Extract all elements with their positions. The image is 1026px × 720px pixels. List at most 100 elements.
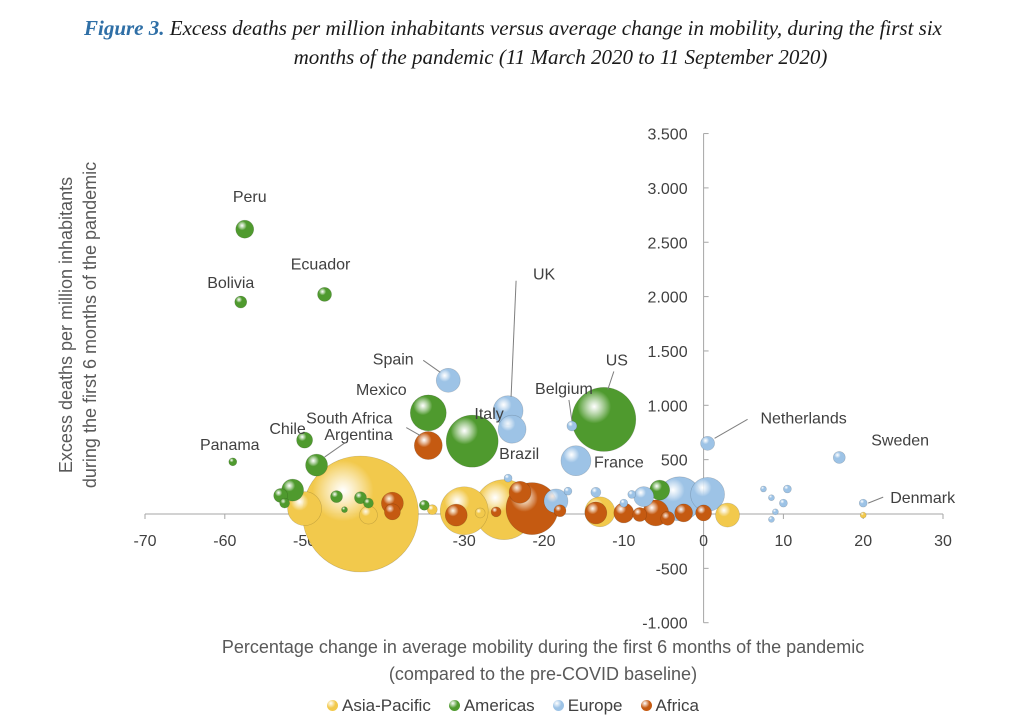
europe-bubble-italy [497,414,527,444]
figure-title-line2: months of the pandemic (11 March 2020 to… [293,45,828,69]
y-tick-label: 1.000 [648,398,688,415]
europe-bubble [633,486,655,507]
europe-bubble [768,494,775,501]
leader-line-uk [510,280,517,397]
y-axis-title-line2: during the first 6 months of the pandemi… [80,162,100,488]
europe-bubble-netherlands [700,436,715,451]
x-tick-label: -10 [612,533,635,550]
africa-bubble [695,504,712,522]
x-tick-label: 30 [934,533,952,550]
leader-line-spain [422,359,441,373]
legend-item: Europe [552,696,623,716]
x-tick-label: -20 [532,533,555,550]
chart-legend: Asia-Pacific Americas Europe Africa [0,696,1026,716]
asia-pacific-bubble [359,505,378,525]
country-label-france: France [594,455,644,472]
y-tick-label: 3.500 [648,127,688,144]
asia-pacific-bubble [426,504,438,515]
legend-dot-icon [448,700,460,711]
americas-bubble-bolivia [234,295,248,309]
africa-bubble [660,511,675,526]
americas-bubble-mexico [409,394,447,432]
country-label-spain: Spain [373,351,414,368]
y-tick-label: -500 [656,561,688,578]
country-label-peru: Peru [233,189,267,206]
africa-bubble-south-africa [413,431,443,460]
americas-bubble-ecuador [317,287,332,302]
y-tick-label: 2.500 [648,235,688,252]
europe-bubble [783,484,792,494]
europe-bubble [563,486,573,496]
americas-bubble [354,491,367,504]
europe-bubble-sweden [832,451,846,464]
africa-bubble [584,501,608,525]
y-tick-label: 3.000 [648,181,688,198]
chart-axes: -70-60-50-40-30-20-100102030-1.000-50050… [133,127,952,633]
europe-bubble-belgium [566,420,578,432]
africa-bubble [384,503,401,521]
africa-bubble [674,503,693,523]
bubble-layer [228,219,868,573]
asia-pacific-bubble [859,511,867,519]
africa-bubble [444,503,468,527]
legend-dot-icon [552,700,564,711]
africa-bubble [632,507,648,522]
country-label-argentina: Argentina [324,427,393,444]
asia-pacific-bubble [474,507,486,519]
leader-line-south-africa [406,427,421,436]
americas-bubble-panama [228,457,238,467]
europe-bubble [760,485,767,493]
leader-line-denmark [868,496,884,504]
europe-bubble [627,490,637,499]
legend-dot-icon [640,700,652,711]
x-tick-label: -30 [453,533,476,550]
americas-bubble [279,497,290,509]
americas-bubble [330,490,343,503]
europe-bubble [779,498,788,508]
leader-line-argentina [324,442,345,458]
y-axis-title-line1: Excess deaths per million inhabitants [56,177,76,473]
country-label-panama: Panama [200,437,260,454]
leader-line-us [607,371,615,390]
y-tick-label: 1.500 [648,344,688,361]
europe-bubble [503,473,513,483]
legend-item: Asia-Pacific [327,696,431,716]
x-tick-label: 10 [775,533,793,550]
africa-bubble [490,506,502,518]
leader-line-netherlands [714,418,748,439]
figure-title-line1: Excess deaths per million inhabitants ve… [169,16,942,40]
europe-bubble [772,508,779,516]
americas-bubble [363,497,374,509]
x-tick-label: 20 [854,533,872,550]
country-label-ecuador: Ecuador [291,256,351,273]
country-label-uk: UK [533,267,556,284]
americas-bubble [341,506,348,513]
legend-item: Africa [640,696,699,716]
europe-bubble [619,498,629,508]
country-label-us: US [606,352,628,369]
country-label-bolivia: Bolivia [207,275,254,292]
europe-bubble-spain [435,367,461,393]
legend-item: Americas [448,696,535,716]
country-label-netherlands: Netherlands [760,410,846,427]
americas-bubble-peru [235,219,255,239]
x-axis-title-line1: Percentage change in average mobility du… [222,637,864,657]
country-label-italy: Italy [474,406,503,423]
legend-dot-icon [327,700,339,711]
asia-pacific-bubble [715,502,740,528]
legend-label: Americas [463,696,535,715]
x-tick-label: 0 [699,533,708,550]
x-tick-label: -60 [213,533,236,550]
country-label-brazil: Brazil [499,446,539,463]
country-label-south-africa: South Africa [306,411,392,428]
label-layer: Peru Ecuador Bolivia Panama Chile Argentina Me… [200,189,956,507]
y-tick-label: 2.000 [648,290,688,307]
americas-bubble [418,500,430,511]
country-label-belgium: Belgium [535,381,593,398]
country-label-sweden: Sweden [871,432,929,449]
country-label-mexico: Mexico [356,382,407,399]
americas-bubble-brazil [445,414,499,468]
europe-bubble-denmark [858,498,868,508]
leader-line-belgium [568,399,573,422]
